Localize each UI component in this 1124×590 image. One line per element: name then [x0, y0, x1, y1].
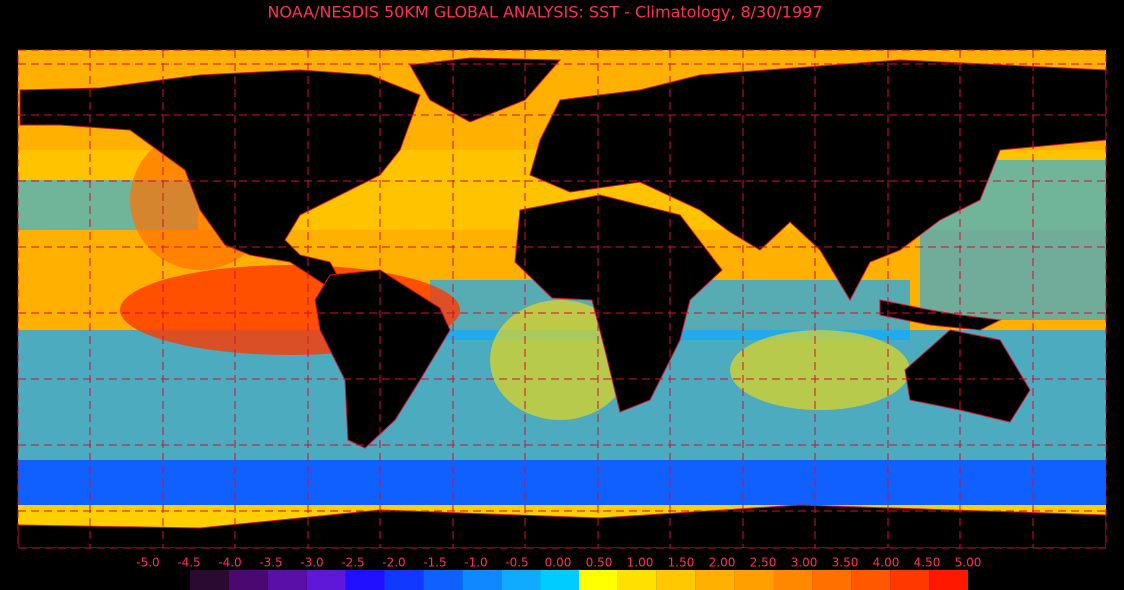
color-swatch — [462, 570, 502, 590]
colorbar-label: -1.0 — [464, 556, 487, 570]
color-swatch — [812, 570, 852, 590]
colorbar-label: 2.00 — [709, 556, 736, 570]
colorbar-label: 2.50 — [750, 556, 777, 570]
colorbar-label: -1.5 — [423, 556, 446, 570]
colorbar-label: 5.00 — [955, 556, 982, 570]
color-swatch — [423, 570, 463, 590]
colorbar: -5.0 -4.5 -4.0 -3.5 -3.0 -2.5 -2.0 -1.5 -1.0 -0.5… — [136, 556, 981, 590]
colorbar-label: -0.5 — [505, 556, 528, 570]
color-swatch — [267, 570, 307, 590]
color-swatch — [228, 570, 268, 590]
color-swatch — [617, 570, 657, 590]
colorbar-label: -2.0 — [382, 556, 405, 570]
colorbar-label: 4.00 — [873, 556, 900, 570]
color-swatch — [929, 570, 968, 590]
colorbar-label: 3.50 — [832, 556, 859, 570]
color-swatch — [306, 570, 346, 590]
color-swatch — [695, 570, 735, 590]
color-swatch — [851, 570, 891, 590]
colorbar-label: -2.5 — [341, 556, 364, 570]
color-swatch — [773, 570, 813, 590]
graticule — [17, 49, 1107, 549]
color-swatch — [579, 570, 618, 590]
color-swatch — [190, 570, 229, 590]
colorbar-label: 1.00 — [627, 556, 654, 570]
colorbar-label: -4.0 — [218, 556, 241, 570]
colorbar-label: 1.50 — [668, 556, 695, 570]
color-swatch — [384, 570, 424, 590]
colorbar-label: 3.00 — [791, 556, 818, 570]
colorbar-label: 0.00 — [545, 556, 572, 570]
color-swatch — [501, 570, 541, 590]
colorbar-label: -4.5 — [177, 556, 200, 570]
colorbar-label: -3.0 — [300, 556, 323, 570]
color-swatch — [890, 570, 930, 590]
color-swatch — [734, 570, 774, 590]
colorbar-label: -5.0 — [136, 556, 159, 570]
color-swatch — [345, 570, 385, 590]
color-swatch — [540, 570, 579, 590]
color-swatch — [656, 570, 696, 590]
map — [17, 49, 1107, 549]
colorbar-label: 0.50 — [586, 556, 613, 570]
colorbar-label: 4.50 — [914, 556, 941, 570]
map-title: NOAA/NESDIS 50KM GLOBAL ANALYSIS: SST - … — [267, 3, 822, 22]
colorbar-label: -3.5 — [259, 556, 282, 570]
